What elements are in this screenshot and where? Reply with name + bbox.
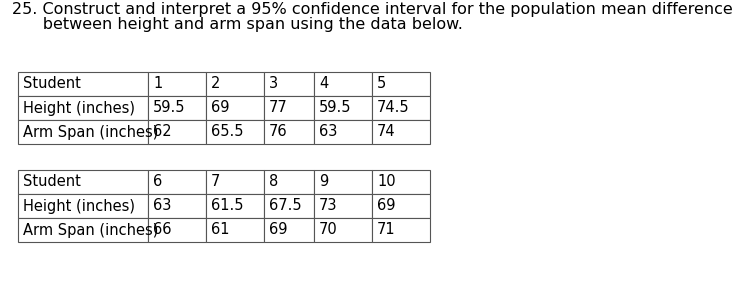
Text: 66: 66 (153, 222, 171, 238)
Bar (18, 170, 148, 194)
Text: 4: 4 (319, 77, 328, 92)
Text: Arm Span (inches): Arm Span (inches) (23, 124, 158, 139)
Bar (264, 194, 314, 218)
Text: 2: 2 (211, 77, 220, 92)
Text: 61.5: 61.5 (211, 198, 244, 213)
Text: 7: 7 (211, 175, 220, 189)
Text: 61: 61 (211, 222, 229, 238)
Bar (372, 170, 430, 194)
Text: 5: 5 (377, 77, 386, 92)
Text: 3: 3 (269, 77, 278, 92)
Bar (18, 96, 148, 120)
Bar (264, 218, 314, 242)
Bar (314, 120, 372, 144)
Bar (206, 72, 264, 96)
Text: 69: 69 (211, 101, 229, 115)
Text: 62: 62 (153, 124, 172, 139)
Bar (372, 96, 430, 120)
Bar (148, 96, 206, 120)
Text: Height (inches): Height (inches) (23, 101, 135, 115)
Bar (372, 194, 430, 218)
Bar (206, 218, 264, 242)
Bar (264, 96, 314, 120)
Text: 69: 69 (377, 198, 396, 213)
Bar (206, 194, 264, 218)
Text: 6: 6 (153, 175, 162, 189)
Text: 10: 10 (377, 175, 396, 189)
Text: 65.5: 65.5 (211, 124, 244, 139)
Text: 71: 71 (377, 222, 396, 238)
Bar (264, 120, 314, 144)
Text: 1: 1 (153, 77, 162, 92)
Bar (264, 72, 314, 96)
Text: 77: 77 (269, 101, 288, 115)
Text: 25. Construct and interpret a 95% confidence interval for the population mean di: 25. Construct and interpret a 95% confid… (12, 2, 733, 17)
Bar (206, 170, 264, 194)
Text: 69: 69 (269, 222, 287, 238)
Bar (206, 120, 264, 144)
Bar (18, 218, 148, 242)
Bar (18, 120, 148, 144)
Text: 70: 70 (319, 222, 338, 238)
Bar (314, 194, 372, 218)
Bar (314, 218, 372, 242)
Text: 67.5: 67.5 (269, 198, 302, 213)
Bar (148, 170, 206, 194)
Text: 9: 9 (319, 175, 328, 189)
Bar (206, 96, 264, 120)
Bar (148, 120, 206, 144)
Text: 63: 63 (319, 124, 337, 139)
Bar (372, 218, 430, 242)
Bar (314, 96, 372, 120)
Text: Student: Student (23, 175, 81, 189)
Bar (314, 170, 372, 194)
Text: Student: Student (23, 77, 81, 92)
Bar (148, 72, 206, 96)
Bar (18, 194, 148, 218)
Text: 59.5: 59.5 (153, 101, 185, 115)
Bar (264, 170, 314, 194)
Text: between height and arm span using the data below.: between height and arm span using the da… (12, 17, 463, 32)
Bar (372, 120, 430, 144)
Text: Height (inches): Height (inches) (23, 198, 135, 213)
Text: 73: 73 (319, 198, 338, 213)
Text: 59.5: 59.5 (319, 101, 351, 115)
Text: 74.5: 74.5 (377, 101, 409, 115)
Text: 76: 76 (269, 124, 287, 139)
Text: 74: 74 (377, 124, 396, 139)
Bar (148, 218, 206, 242)
Bar (18, 72, 148, 96)
Text: 63: 63 (153, 198, 171, 213)
Text: 8: 8 (269, 175, 278, 189)
Text: Arm Span (inches): Arm Span (inches) (23, 222, 158, 238)
Bar (148, 194, 206, 218)
Bar (314, 72, 372, 96)
Bar (372, 72, 430, 96)
